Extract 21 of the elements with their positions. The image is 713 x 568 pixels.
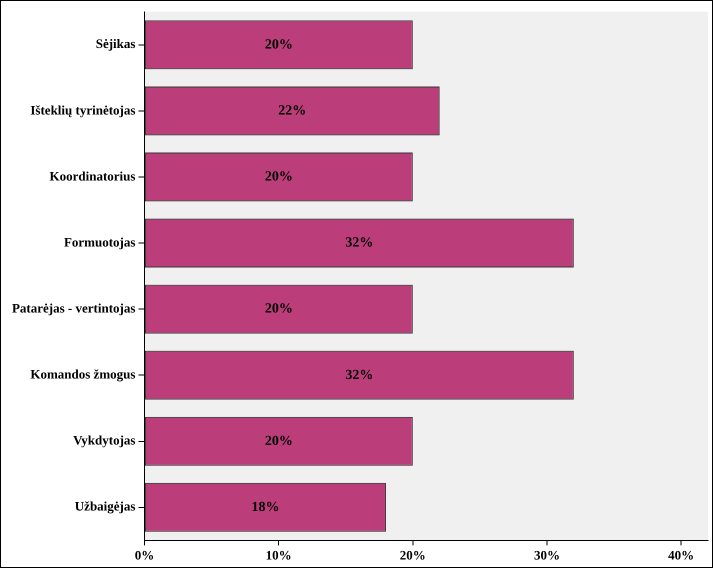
- x-tick-label: 40%: [668, 548, 694, 563]
- x-tick-label: 30%: [534, 548, 560, 563]
- data-label: 32%: [345, 368, 374, 383]
- data-label: 18%: [251, 500, 280, 515]
- y-tick-label: Sėjikas: [96, 36, 136, 52]
- data-label: 20%: [264, 302, 293, 317]
- x-tick-label: 20%: [400, 548, 426, 563]
- data-label: 20%: [264, 37, 293, 52]
- y-tick-label: Koordinatorius: [49, 168, 136, 184]
- data-label: 22%: [278, 104, 306, 119]
- x-tick-label: 10%: [266, 548, 292, 563]
- y-tick-label: Formuotojas: [64, 234, 136, 250]
- y-tick-label: Patarėjas - vertintojas: [12, 300, 136, 316]
- data-label: 32%: [345, 236, 374, 251]
- data-label: 20%: [264, 434, 293, 449]
- y-tick-label: Vykdytojas: [73, 432, 136, 448]
- x-tick-label: 0%: [134, 548, 154, 563]
- y-tick-label: Užbaigėjas: [74, 498, 136, 514]
- y-tick-label: Išteklių tyrinėtojas: [30, 102, 136, 118]
- data-label: 20%: [264, 170, 293, 185]
- y-tick-label: Komandos žmogus: [30, 366, 136, 382]
